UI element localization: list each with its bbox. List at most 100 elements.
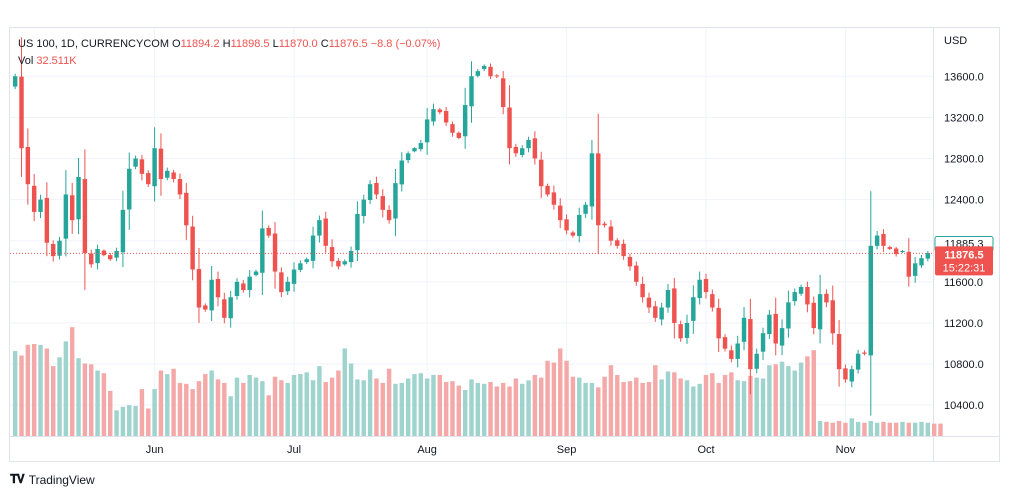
candle-body[interactable] xyxy=(481,65,487,70)
candle-body[interactable] xyxy=(69,195,75,221)
candle-body[interactable] xyxy=(722,337,728,349)
candle-body[interactable] xyxy=(437,109,443,113)
candle-body[interactable] xyxy=(893,248,899,255)
tradingview-footer[interactable]: 𝐓𝐕 TradingView xyxy=(10,472,95,487)
candle-body[interactable] xyxy=(716,307,721,339)
candle-body[interactable] xyxy=(367,184,373,201)
candle-body[interactable] xyxy=(298,263,303,270)
candle-body[interactable] xyxy=(798,286,804,294)
candle-body[interactable] xyxy=(260,228,265,273)
candle-body[interactable] xyxy=(792,292,797,302)
candle-body[interactable] xyxy=(760,333,766,352)
candle-body[interactable] xyxy=(279,272,284,293)
candle-body[interactable] xyxy=(621,243,626,257)
candle-body[interactable] xyxy=(653,306,658,318)
candle-body[interactable] xyxy=(393,183,398,219)
candle-body[interactable] xyxy=(602,223,607,226)
candle-body[interactable] xyxy=(634,265,639,282)
candle-body[interactable] xyxy=(748,319,753,370)
candle-body[interactable] xyxy=(912,263,918,276)
candle-body[interactable] xyxy=(874,235,880,246)
candle-body[interactable] xyxy=(146,173,151,185)
candle-body[interactable] xyxy=(139,159,145,174)
candle-body[interactable] xyxy=(779,328,785,346)
candle-body[interactable] xyxy=(868,245,874,356)
candle-body[interactable] xyxy=(361,199,366,217)
candle-body[interactable] xyxy=(342,261,347,265)
candle-body[interactable] xyxy=(247,276,252,291)
candle-body[interactable] xyxy=(165,170,170,178)
candle-body[interactable] xyxy=(786,302,791,329)
candle-body[interactable] xyxy=(285,281,290,292)
candle-body[interactable] xyxy=(31,185,37,212)
candle-body[interactable] xyxy=(811,302,816,329)
candle-body[interactable] xyxy=(424,119,430,143)
candle-body[interactable] xyxy=(203,305,208,310)
candle-body[interactable] xyxy=(881,233,886,246)
candle-body[interactable] xyxy=(659,307,664,320)
candle-body[interactable] xyxy=(120,209,126,253)
candle-body[interactable] xyxy=(215,278,221,298)
candle-body[interactable] xyxy=(158,148,164,180)
candle-body[interactable] xyxy=(171,172,176,180)
candle-body[interactable] xyxy=(108,255,113,260)
candle-body[interactable] xyxy=(538,159,544,187)
candle-body[interactable] xyxy=(767,314,772,335)
candle-body[interactable] xyxy=(577,215,582,236)
candle-body[interactable] xyxy=(19,76,24,149)
candle-body[interactable] xyxy=(824,293,829,303)
candle-body[interactable] xyxy=(450,124,455,133)
candle-body[interactable] xyxy=(177,179,183,195)
candle-body[interactable] xyxy=(50,243,56,257)
candle-body[interactable] xyxy=(741,317,747,342)
candle-body[interactable] xyxy=(25,146,31,185)
candle-body[interactable] xyxy=(82,179,88,254)
candle-body[interactable] xyxy=(558,205,563,221)
candle-body[interactable] xyxy=(900,250,905,253)
candle-body[interactable] xyxy=(380,196,385,210)
candle-body[interactable] xyxy=(475,71,481,76)
candle-body[interactable] xyxy=(336,260,341,267)
candle-body[interactable] xyxy=(152,148,157,187)
candle-body[interactable] xyxy=(291,269,297,284)
candle-body[interactable] xyxy=(44,197,50,243)
candle-body[interactable] xyxy=(507,107,512,149)
candle-body[interactable] xyxy=(196,269,202,308)
candle-body[interactable] xyxy=(843,368,848,380)
candle-body[interactable] xyxy=(735,343,740,359)
candle-body[interactable] xyxy=(887,247,893,249)
candle-body[interactable] xyxy=(374,182,379,195)
candle-body[interactable] xyxy=(348,250,354,263)
candle-body[interactable] xyxy=(462,105,468,137)
candle-body[interactable] xyxy=(184,192,189,226)
candle-body[interactable] xyxy=(209,279,214,311)
candle-body[interactable] xyxy=(114,250,119,258)
candle-body[interactable] xyxy=(488,66,493,77)
candle-body[interactable] xyxy=(500,78,506,108)
candle-body[interactable] xyxy=(469,76,474,107)
candle-body[interactable] xyxy=(773,313,778,344)
candle-body[interactable] xyxy=(925,253,931,259)
candle-body[interactable] xyxy=(849,369,854,382)
candle-body[interactable] xyxy=(127,168,132,210)
candle-body[interactable] xyxy=(95,248,100,264)
candle-body[interactable] xyxy=(89,253,94,265)
candle-body[interactable] xyxy=(754,353,759,369)
candle-body[interactable] xyxy=(855,353,861,370)
candle-body[interactable] xyxy=(222,299,227,318)
candle-body[interactable] xyxy=(266,227,271,236)
candle-body[interactable] xyxy=(456,132,462,138)
candle-body[interactable] xyxy=(63,194,69,239)
candle-body[interactable] xyxy=(228,297,233,319)
candle-body[interactable] xyxy=(665,290,671,308)
candle-body[interactable] xyxy=(234,281,240,297)
candle-body[interactable] xyxy=(101,250,107,256)
candle-body[interactable] xyxy=(596,153,601,226)
candle-body[interactable] xyxy=(672,288,677,323)
candle-body[interactable] xyxy=(551,192,557,205)
candle-body[interactable] xyxy=(310,235,316,261)
candle-body[interactable] xyxy=(76,176,81,220)
candle-body[interactable] xyxy=(412,148,417,152)
candle-body[interactable] xyxy=(329,247,335,262)
